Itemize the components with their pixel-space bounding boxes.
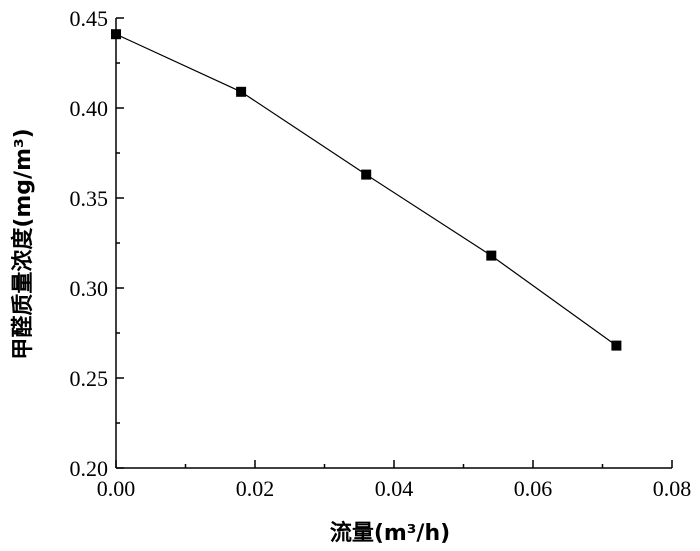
data-point: [611, 340, 622, 351]
data-point: [486, 250, 497, 261]
data-series: [111, 29, 622, 351]
x-tick-label: 0.02: [236, 476, 275, 501]
y-tick-label: 0.45: [70, 6, 109, 31]
data-point: [111, 29, 121, 40]
y-tick-label: 0.25: [70, 366, 109, 391]
y-tick-label: 0.30: [70, 276, 109, 301]
y-tick-label: 0.35: [70, 186, 109, 211]
data-point: [236, 86, 247, 97]
x-axis-ticks: 0.00 0.02 0.04 0.06 0.08: [97, 460, 692, 501]
data-point: [361, 169, 372, 180]
y-tick-label: 0.20: [70, 456, 109, 481]
x-axis-label: 流量(m³/h): [330, 520, 450, 546]
series-line: [115, 33, 617, 347]
y-axis-ticks: 0.20 0.25 0.30 0.35 0.40 0.45: [70, 6, 124, 481]
x-tick-label: 0.04: [375, 476, 414, 501]
axes: [115, 18, 672, 469]
y-axis-label: 甲醛质量浓度(mg/m³): [10, 128, 36, 359]
x-tick-label: 0.06: [514, 476, 553, 501]
x-tick-label: 0.08: [653, 476, 692, 501]
y-tick-label: 0.40: [70, 96, 109, 121]
x-tick-label: 0.00: [97, 476, 136, 501]
